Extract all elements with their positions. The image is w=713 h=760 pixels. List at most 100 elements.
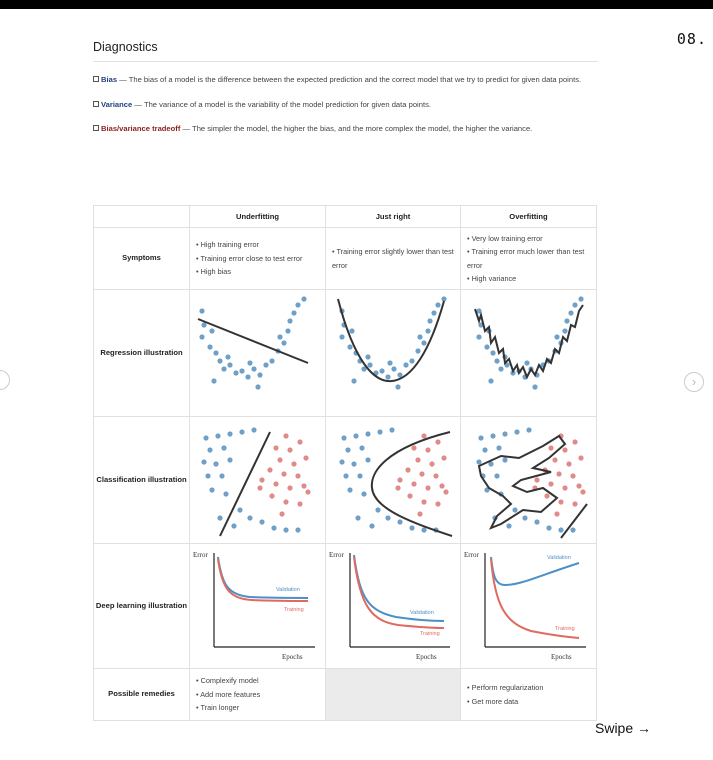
data-point bbox=[526, 426, 532, 433]
data-point bbox=[552, 456, 558, 463]
data-point bbox=[417, 510, 423, 517]
next-arrow-button[interactable]: › bbox=[684, 372, 704, 392]
data-point bbox=[353, 432, 359, 439]
data-point bbox=[213, 460, 219, 467]
decision-boundary bbox=[477, 434, 567, 530]
data-point bbox=[211, 377, 217, 384]
data-point bbox=[287, 446, 293, 453]
deep-justright-plot: Error Epochs Validation Training bbox=[329, 551, 450, 661]
data-point bbox=[247, 359, 253, 366]
data-point bbox=[217, 514, 223, 521]
list-item: Add more features bbox=[196, 688, 319, 702]
data-point bbox=[419, 470, 425, 477]
remedies-just-right bbox=[325, 668, 461, 721]
data-point bbox=[209, 486, 215, 493]
data-point bbox=[365, 353, 371, 360]
epochs-axis-label: Epochs bbox=[551, 653, 572, 661]
data-point bbox=[259, 518, 265, 525]
data-point bbox=[548, 480, 554, 487]
data-point bbox=[215, 432, 221, 439]
header-overfitting: Overfitting bbox=[460, 205, 597, 228]
data-point bbox=[421, 498, 427, 505]
data-point bbox=[427, 317, 433, 324]
list-item: Complexify model bbox=[196, 674, 319, 688]
regression-justright-plot bbox=[337, 295, 447, 390]
term-bias: Bias bbox=[101, 75, 118, 84]
row-label-deep-learning: Deep learning illustration bbox=[93, 543, 190, 669]
epochs-axis-label: Epochs bbox=[416, 653, 437, 661]
data-point bbox=[494, 357, 500, 364]
data-point bbox=[273, 444, 279, 451]
data-point bbox=[417, 333, 423, 340]
data-point bbox=[546, 524, 552, 531]
data-point bbox=[281, 339, 287, 346]
data-point bbox=[405, 466, 411, 473]
table-row-symptoms: Symptoms High training error Training er… bbox=[93, 227, 597, 290]
data-point bbox=[488, 460, 494, 467]
data-point bbox=[203, 434, 209, 441]
regression-overfit-plot bbox=[474, 295, 584, 390]
data-point bbox=[534, 518, 540, 525]
data-point bbox=[476, 333, 482, 340]
data-point bbox=[397, 518, 403, 525]
table-row-remedies: Possible remedies Complexify model Add m… bbox=[93, 668, 597, 721]
data-point bbox=[283, 498, 289, 505]
data-point bbox=[287, 484, 293, 491]
prev-arrow-button[interactable] bbox=[0, 370, 10, 390]
data-point bbox=[277, 333, 283, 340]
data-point bbox=[385, 373, 391, 380]
data-point bbox=[207, 343, 213, 350]
data-point bbox=[291, 460, 297, 467]
data-point bbox=[548, 444, 554, 451]
data-point bbox=[347, 486, 353, 493]
data-point bbox=[221, 444, 227, 451]
data-point bbox=[359, 444, 365, 451]
data-point bbox=[231, 522, 237, 529]
header-underfitting: Underfitting bbox=[189, 205, 326, 228]
data-point bbox=[285, 327, 291, 334]
header-empty bbox=[93, 205, 190, 228]
deep-overfitting: Error Epochs Validation Training bbox=[460, 543, 597, 669]
data-point bbox=[217, 357, 223, 364]
data-point bbox=[415, 456, 421, 463]
data-point bbox=[257, 371, 263, 378]
data-point bbox=[205, 472, 211, 479]
data-point bbox=[578, 454, 584, 461]
table-row-classification: Classification illustration bbox=[93, 416, 597, 544]
validation-label: Validation bbox=[410, 610, 434, 616]
data-point bbox=[558, 526, 564, 533]
classification-just-right bbox=[325, 416, 461, 544]
data-point bbox=[514, 428, 520, 435]
validation-label: Validation bbox=[276, 587, 300, 593]
list-item: Training error slightly lower than test … bbox=[332, 245, 454, 272]
data-point bbox=[341, 434, 347, 441]
list-item: Perform regularization bbox=[467, 681, 590, 695]
data-point bbox=[277, 456, 283, 463]
checkbox-icon bbox=[93, 76, 99, 82]
data-point bbox=[554, 333, 560, 340]
data-point bbox=[219, 472, 225, 479]
document: Diagnostics Bias — The bias of a model i… bbox=[93, 40, 598, 135]
list-item: High training error bbox=[196, 238, 319, 252]
data-point bbox=[411, 444, 417, 451]
definition-variance: Variance — The variance of a model is th… bbox=[93, 99, 598, 111]
training-label: Training bbox=[284, 607, 304, 613]
data-point bbox=[225, 353, 231, 360]
data-point bbox=[339, 333, 345, 340]
model-curve bbox=[474, 303, 584, 379]
data-point bbox=[351, 377, 357, 384]
data-point bbox=[361, 490, 367, 497]
validation-curve bbox=[490, 556, 580, 586]
data-point bbox=[498, 365, 504, 372]
data-point bbox=[251, 426, 257, 433]
data-point bbox=[478, 434, 484, 441]
swipe-hint[interactable]: Swipe → bbox=[595, 720, 652, 736]
data-point bbox=[490, 432, 496, 439]
symptoms-underfitting: High training error Training error close… bbox=[189, 227, 326, 290]
regression-just-right bbox=[325, 289, 461, 417]
training-curve bbox=[353, 556, 445, 629]
data-point bbox=[239, 428, 245, 435]
table-row-deep-learning: Deep learning illustration Error Epochs … bbox=[93, 543, 597, 669]
data-point bbox=[506, 522, 512, 529]
decision-boundary bbox=[219, 431, 271, 536]
